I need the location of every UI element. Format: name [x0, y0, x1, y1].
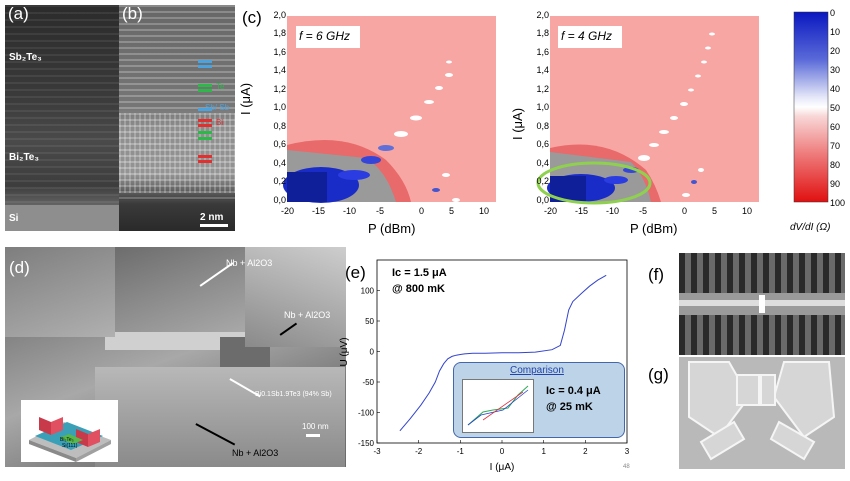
bi2te3-label: Bi₂Te₃	[9, 152, 39, 163]
colorbar-label: dV/dI (Ω)	[790, 222, 831, 233]
annotation-nb-top: Nb + Al2O3	[226, 258, 273, 268]
ic-inset-label: Ic = 0.4 μA	[546, 385, 601, 397]
iv-xlabel: I (μA)	[490, 462, 515, 473]
layer-marker-5	[198, 131, 212, 134]
map1-freq-label: f = 6 GHz	[299, 29, 351, 43]
layer-marker-6	[198, 155, 212, 158]
iv-y-tick-label: -50	[362, 378, 374, 387]
map2-y-label: I (μA)	[510, 107, 525, 140]
iv-curve	[399, 274, 607, 432]
panel-b-tem-image	[119, 5, 235, 231]
iv-x-tick-label: -3	[373, 447, 381, 456]
map1-y-ticks: 2,0 1,8 1,6 1,4 1,2 1,0 0,8 0,6 0,4 0,2 …	[273, 10, 286, 205]
layer-marker-4b	[198, 124, 212, 127]
panel-c-label: (c)	[242, 8, 262, 27]
annotation-bisbte: Bi0.1Sb1.9Te3 (94% Sb)	[255, 391, 332, 398]
layer-marker-6b	[198, 160, 212, 163]
iv-x-tick-label: 0	[500, 447, 505, 456]
colorbar	[793, 11, 829, 203]
iv-y-tick-label: 0	[370, 348, 375, 357]
layer-marker-1	[198, 60, 212, 63]
iv-y-tick-label: 100	[361, 287, 375, 296]
map2-y-ticks: 2,0 1,8 1,6 1,4 1,2 1,0 0,8 0,6 0,4 0,2 …	[536, 10, 549, 205]
annotation-nb-right: Nb + Al2O3	[284, 310, 331, 320]
iv-x-tick-label: 3	[625, 447, 630, 456]
panel-b-label: (b)	[122, 4, 143, 23]
layer-marker-2	[198, 84, 212, 87]
inset-label-bi2te3: Bi₂Te₃	[60, 437, 74, 443]
comparison-inset: Comparison Ic = 0.4 μA @ 25 mK	[453, 362, 625, 438]
panel-e-label: (e)	[345, 263, 366, 282]
map1-x-label: P (dBm)	[368, 221, 416, 236]
layer-marker-2b	[198, 89, 212, 92]
map1-y-label: I (μA)	[238, 82, 253, 115]
marker-te-label: Te	[216, 82, 225, 91]
map-4ghz	[536, 16, 759, 205]
scale-bar-b	[200, 224, 228, 227]
temp-inset-label: @ 25 mK	[546, 401, 593, 413]
ic-main-label: Ic = 1.5 μA	[392, 267, 447, 279]
inset-label-si: Si(111)	[62, 443, 78, 449]
scale-bar-d-label: 100 nm	[302, 422, 329, 431]
panel-c-maps	[283, 11, 829, 205]
layer-marker-1b	[198, 65, 212, 68]
comparison-mini-plot	[462, 379, 534, 433]
scale-bar-b-label: 2 nm	[200, 212, 224, 223]
iv-x-tick-label: 1	[541, 447, 546, 456]
iv-y-tick-label: -150	[358, 439, 375, 448]
panel-g-label: (g)	[648, 365, 669, 384]
layer-marker-4	[198, 119, 212, 122]
scale-bar-d	[306, 434, 320, 437]
panel-a-label: (a)	[8, 4, 29, 23]
iv-ylabel: U (μV)	[339, 337, 350, 366]
layer-marker-3	[198, 108, 212, 111]
annotation-nb-bottom: Nb + Al2O3	[232, 448, 279, 458]
si-label: Si	[9, 213, 19, 224]
marker-sb-label: Sb/ Sb	[205, 103, 230, 112]
panel-f-label: (f)	[648, 265, 665, 284]
marker-bi-label: Bi	[216, 118, 224, 127]
layer-marker-5b	[198, 137, 212, 140]
device-schematic-inset	[21, 400, 118, 462]
iv-chart: -3 -2 -1 0 1 2 3 -150 -100 -50 0 50 100 I (μA) U (μV…	[339, 259, 630, 473]
panel-g-sem-image	[679, 357, 845, 469]
map2-x-label: P (dBm)	[630, 221, 678, 236]
panel-a-tem-image	[5, 5, 119, 231]
iv-x-tick-label: 2	[583, 447, 588, 456]
panel-f-sem-image	[679, 253, 845, 355]
panel-d-label: (d)	[9, 258, 30, 277]
map2-freq-label: f = 4 GHz	[561, 29, 613, 43]
iv-y-tick-label: -100	[358, 409, 375, 418]
iv-x-tick-label: -1	[457, 447, 465, 456]
temp-main-label: @ 800 mK	[392, 283, 445, 295]
page-number: 48	[623, 464, 630, 470]
map-6ghz	[283, 16, 496, 203]
iv-x-tick-label: -2	[415, 447, 423, 456]
comparison-title: Comparison	[510, 365, 564, 376]
sb2te3-label: Sb₂Te₃	[9, 52, 42, 63]
iv-y-tick-label: 50	[365, 317, 374, 326]
